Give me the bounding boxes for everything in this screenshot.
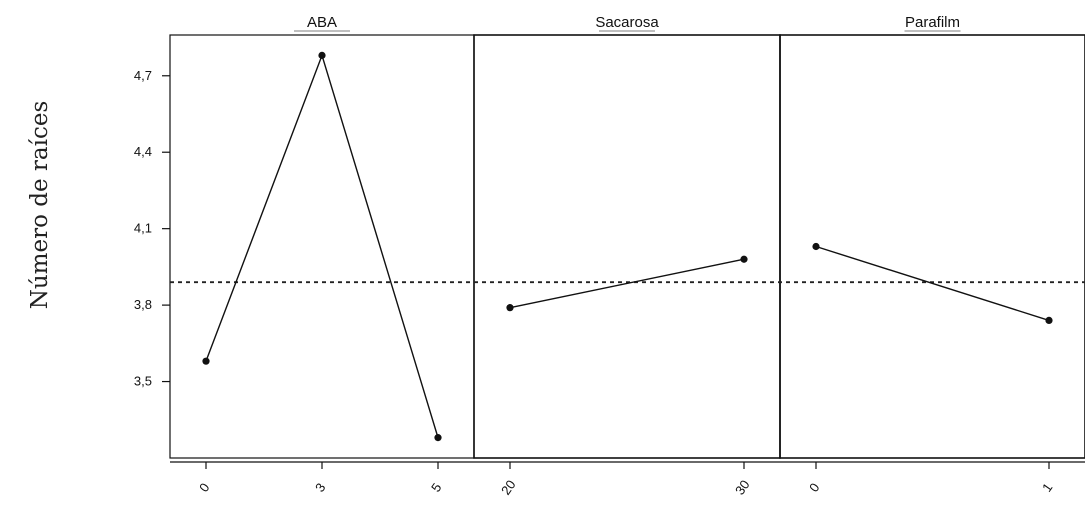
panel-title: Sacarosa [595,14,659,31]
y-tick-label: 4,7 [134,68,152,83]
data-point [740,255,748,263]
y-tick-label: 3,5 [134,374,152,389]
x-tick-label: 20 [498,477,519,497]
x-tick-label: 0 [806,480,822,495]
series-line [815,245,1050,322]
data-point [434,434,442,442]
x-tick-label: 3 [312,480,328,495]
panel-title: ABA [307,14,337,31]
x-tick-label: 30 [732,477,753,497]
y-axis-label: Número de raíces [27,101,53,310]
panel-title: Parafilm [905,14,960,31]
panel-frame [779,34,1085,459]
y-tick-label: 3,8 [134,297,152,312]
data-point [1045,316,1053,324]
x-tick-label: 0 [196,480,212,495]
series-line [509,258,745,309]
x-tick-label: 1 [1039,480,1055,495]
data-point [506,304,514,312]
y-tick-label: 4,1 [134,221,152,236]
data-point [318,51,326,59]
series-line [205,53,439,438]
y-tick-label: 4,4 [134,144,152,159]
data-point [812,242,820,251]
data-point [202,357,210,365]
panel-frame [473,34,781,459]
panel-frame [169,34,475,459]
x-tick-label: 5 [428,480,444,495]
